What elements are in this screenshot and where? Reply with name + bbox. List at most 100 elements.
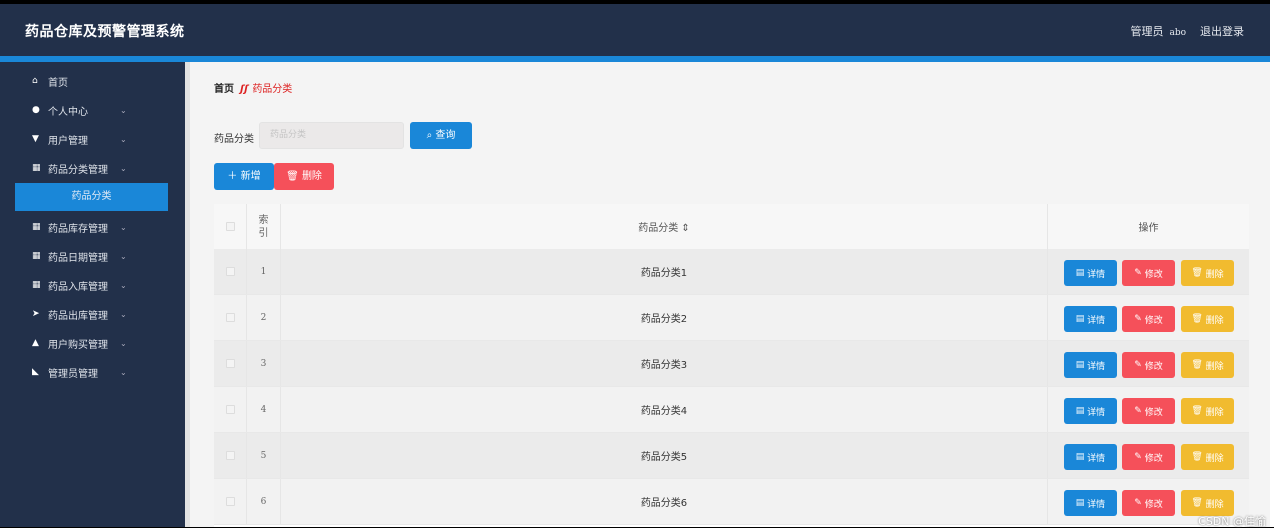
sidebar-item-label: 用户管理 [48,135,88,147]
cup-icon: ▼ [32,134,39,144]
delete-button[interactable]: 🗑 删除 [1181,444,1234,470]
edit-label: 修改 [1144,269,1163,280]
row-name: 药品分类1 [281,249,1048,294]
sidebar-item[interactable]: ▦ 药品入库管理 ⌄ [32,277,127,293]
edit-button[interactable]: ✎ 修改 [1122,444,1175,470]
table-row: 3 药品分类3 ▤ 详情 ✎ 修改 🗑 删除 [214,341,1249,387]
header-name[interactable]: 药品分类 ⇕ [281,204,1048,249]
logout-link[interactable]: 退出登录 [1200,25,1244,38]
trash-icon: 🗑 [1191,452,1206,462]
sidebar: ⌂ 首页 ● 个人中心 ⌄ ▼ 用户管理 ⌄ ▦ 药品分类管理 ⌄ ▦ 药品库存管理 ⌄ ▦ 药品日期管理 ⌄ ▦… [0,62,185,527]
breadcrumb-home[interactable]: 首页 [214,84,234,95]
edit-button[interactable]: ✎ 修改 [1122,352,1175,378]
edit-button[interactable]: ✎ 修改 [1122,306,1175,332]
row-name: 药品分类6 [281,479,1048,524]
chevron-down-icon: ⌄ [120,222,127,232]
row-checkbox[interactable] [225,313,235,322]
detail-label: 详情 [1087,269,1106,280]
detail-button[interactable]: ▤ 详情 [1064,490,1117,516]
edit-label: 修改 [1144,361,1163,372]
delete-label: 删除 [1205,499,1224,510]
sidebar-item-label: 首页 [48,77,68,89]
delete-button[interactable]: 🗑 删除 [1181,306,1234,332]
pencil-icon: ✎ [1134,314,1145,324]
document-icon: ▤ [1075,360,1088,370]
delete-button[interactable]: 🗑 删除 [1181,398,1234,424]
document-icon: ▤ [1075,314,1088,324]
detail-button[interactable]: ▤ 详情 [1064,260,1117,286]
sidebar-item-label: 药品日期管理 [48,252,108,264]
sidebar-item[interactable]: ◣ 管理员管理 ⌄ [32,364,127,380]
delete-button[interactable]: 🗑 删除 [1181,260,1234,286]
chevron-down-icon: ⌄ [120,367,127,377]
table-header: 索引 药品分类 ⇕ 操作 [214,204,1249,250]
row-checkbox[interactable] [225,359,235,368]
row-checkbox[interactable] [225,451,235,460]
delete-label: 删除 [1205,453,1224,464]
sidebar-item[interactable]: ▦ 药品日期管理 ⌄ [32,248,127,264]
sidebar-item[interactable]: ▲ 用户购买管理 ⌄ [32,335,127,351]
edit-button[interactable]: ✎ 修改 [1122,490,1175,516]
detail-label: 详情 [1087,453,1106,464]
row-checkbox[interactable] [225,497,235,506]
main-content: 首页 ʃʃ 药品分类 药品分类 药品分类 ⌕ 查询 ＋ 新增 🗑 删除 索引 药品分… [190,62,1270,527]
edit-button[interactable]: ✎ 修改 [1122,398,1175,424]
add-button[interactable]: ＋ 新增 [214,163,274,190]
sidebar-item[interactable]: ▦ 药品库存管理 ⌄ [32,219,127,235]
category-search-input[interactable]: 药品分类 [259,122,404,149]
sidebar-item-label: 药品库存管理 [48,223,108,235]
sidebar-subitem-active[interactable]: 药品分类 [15,183,168,211]
trash-icon: 🗑 [1191,268,1206,278]
detail-button[interactable]: ▤ 详情 [1064,398,1117,424]
pencil-icon: ✎ [1134,360,1145,370]
select-all-checkbox[interactable] [225,222,235,231]
username: abo [1169,28,1186,38]
sidebar-item-label: 个人中心 [48,106,88,118]
header-index: 索引 [247,204,281,249]
delete-label: 删除 [1205,407,1224,418]
row-name: 药品分类5 [281,433,1048,478]
delete-button[interactable]: 🗑 删除 [1181,490,1234,516]
breadcrumb: 首页 ʃʃ 药品分类 [214,80,292,95]
chevron-down-icon: ⌄ [120,134,127,144]
sidebar-item-label: 管理员管理 [48,368,98,380]
table-row: 6 药品分类6 ▤ 详情 ✎ 修改 🗑 删除 [214,479,1249,525]
sidebar-item-label: 药品出库管理 [48,310,108,322]
row-name: 药品分类4 [281,387,1048,432]
row-index: 1 [247,249,281,294]
detail-label: 详情 [1087,361,1106,372]
detail-button[interactable]: ▤ 详情 [1064,444,1117,470]
chevron-down-icon: ⌄ [120,251,127,261]
row-checkbox[interactable] [225,405,235,414]
row-index: 2 [247,295,281,340]
send-icon: ➤ [32,309,40,319]
table-row: 5 药品分类5 ▤ 详情 ✎ 修改 🗑 删除 [214,433,1249,479]
pencil-icon: ✎ [1134,452,1145,462]
sidebar-item[interactable]: ▦ 药品分类管理 ⌄ [32,160,127,176]
table-row: 2 药品分类2 ▤ 详情 ✎ 修改 🗑 删除 [214,295,1249,341]
trash-icon: 🗑 [1191,498,1206,508]
delete-button[interactable]: 🗑 删除 [1181,352,1234,378]
home-icon: ⌂ [32,76,38,86]
delete-label: 删除 [301,171,322,182]
add-label: 新增 [240,171,261,182]
sidebar-item[interactable]: ➤ 药品出库管理 ⌄ [32,306,127,322]
edit-button[interactable]: ✎ 修改 [1122,260,1175,286]
search-icon: ⌕ [426,130,436,141]
batch-delete-button[interactable]: 🗑 删除 [274,163,334,190]
user-role: 管理员 [1130,25,1164,38]
document-icon: ▤ [1075,452,1088,462]
trash-icon: 🗑 [1191,360,1206,370]
sidebar-item[interactable]: ⌂ 首页 [32,73,68,89]
detail-button[interactable]: ▤ 详情 [1064,306,1117,332]
grid-icon: ▦ [32,222,41,232]
sidebar-item[interactable]: ▼ 用户管理 ⌄ [32,131,127,147]
detail-button[interactable]: ▤ 详情 [1064,352,1117,378]
filter-label: 药品分类 [214,134,254,145]
row-checkbox[interactable] [225,267,235,276]
trash-icon: 🗑 [286,171,302,182]
search-button[interactable]: ⌕ 查询 [410,122,472,149]
row-index: 4 [247,387,281,432]
sidebar-item[interactable]: ● 个人中心 ⌄ [32,102,127,118]
sidebar-item-label: 用户购买管理 [48,339,108,351]
